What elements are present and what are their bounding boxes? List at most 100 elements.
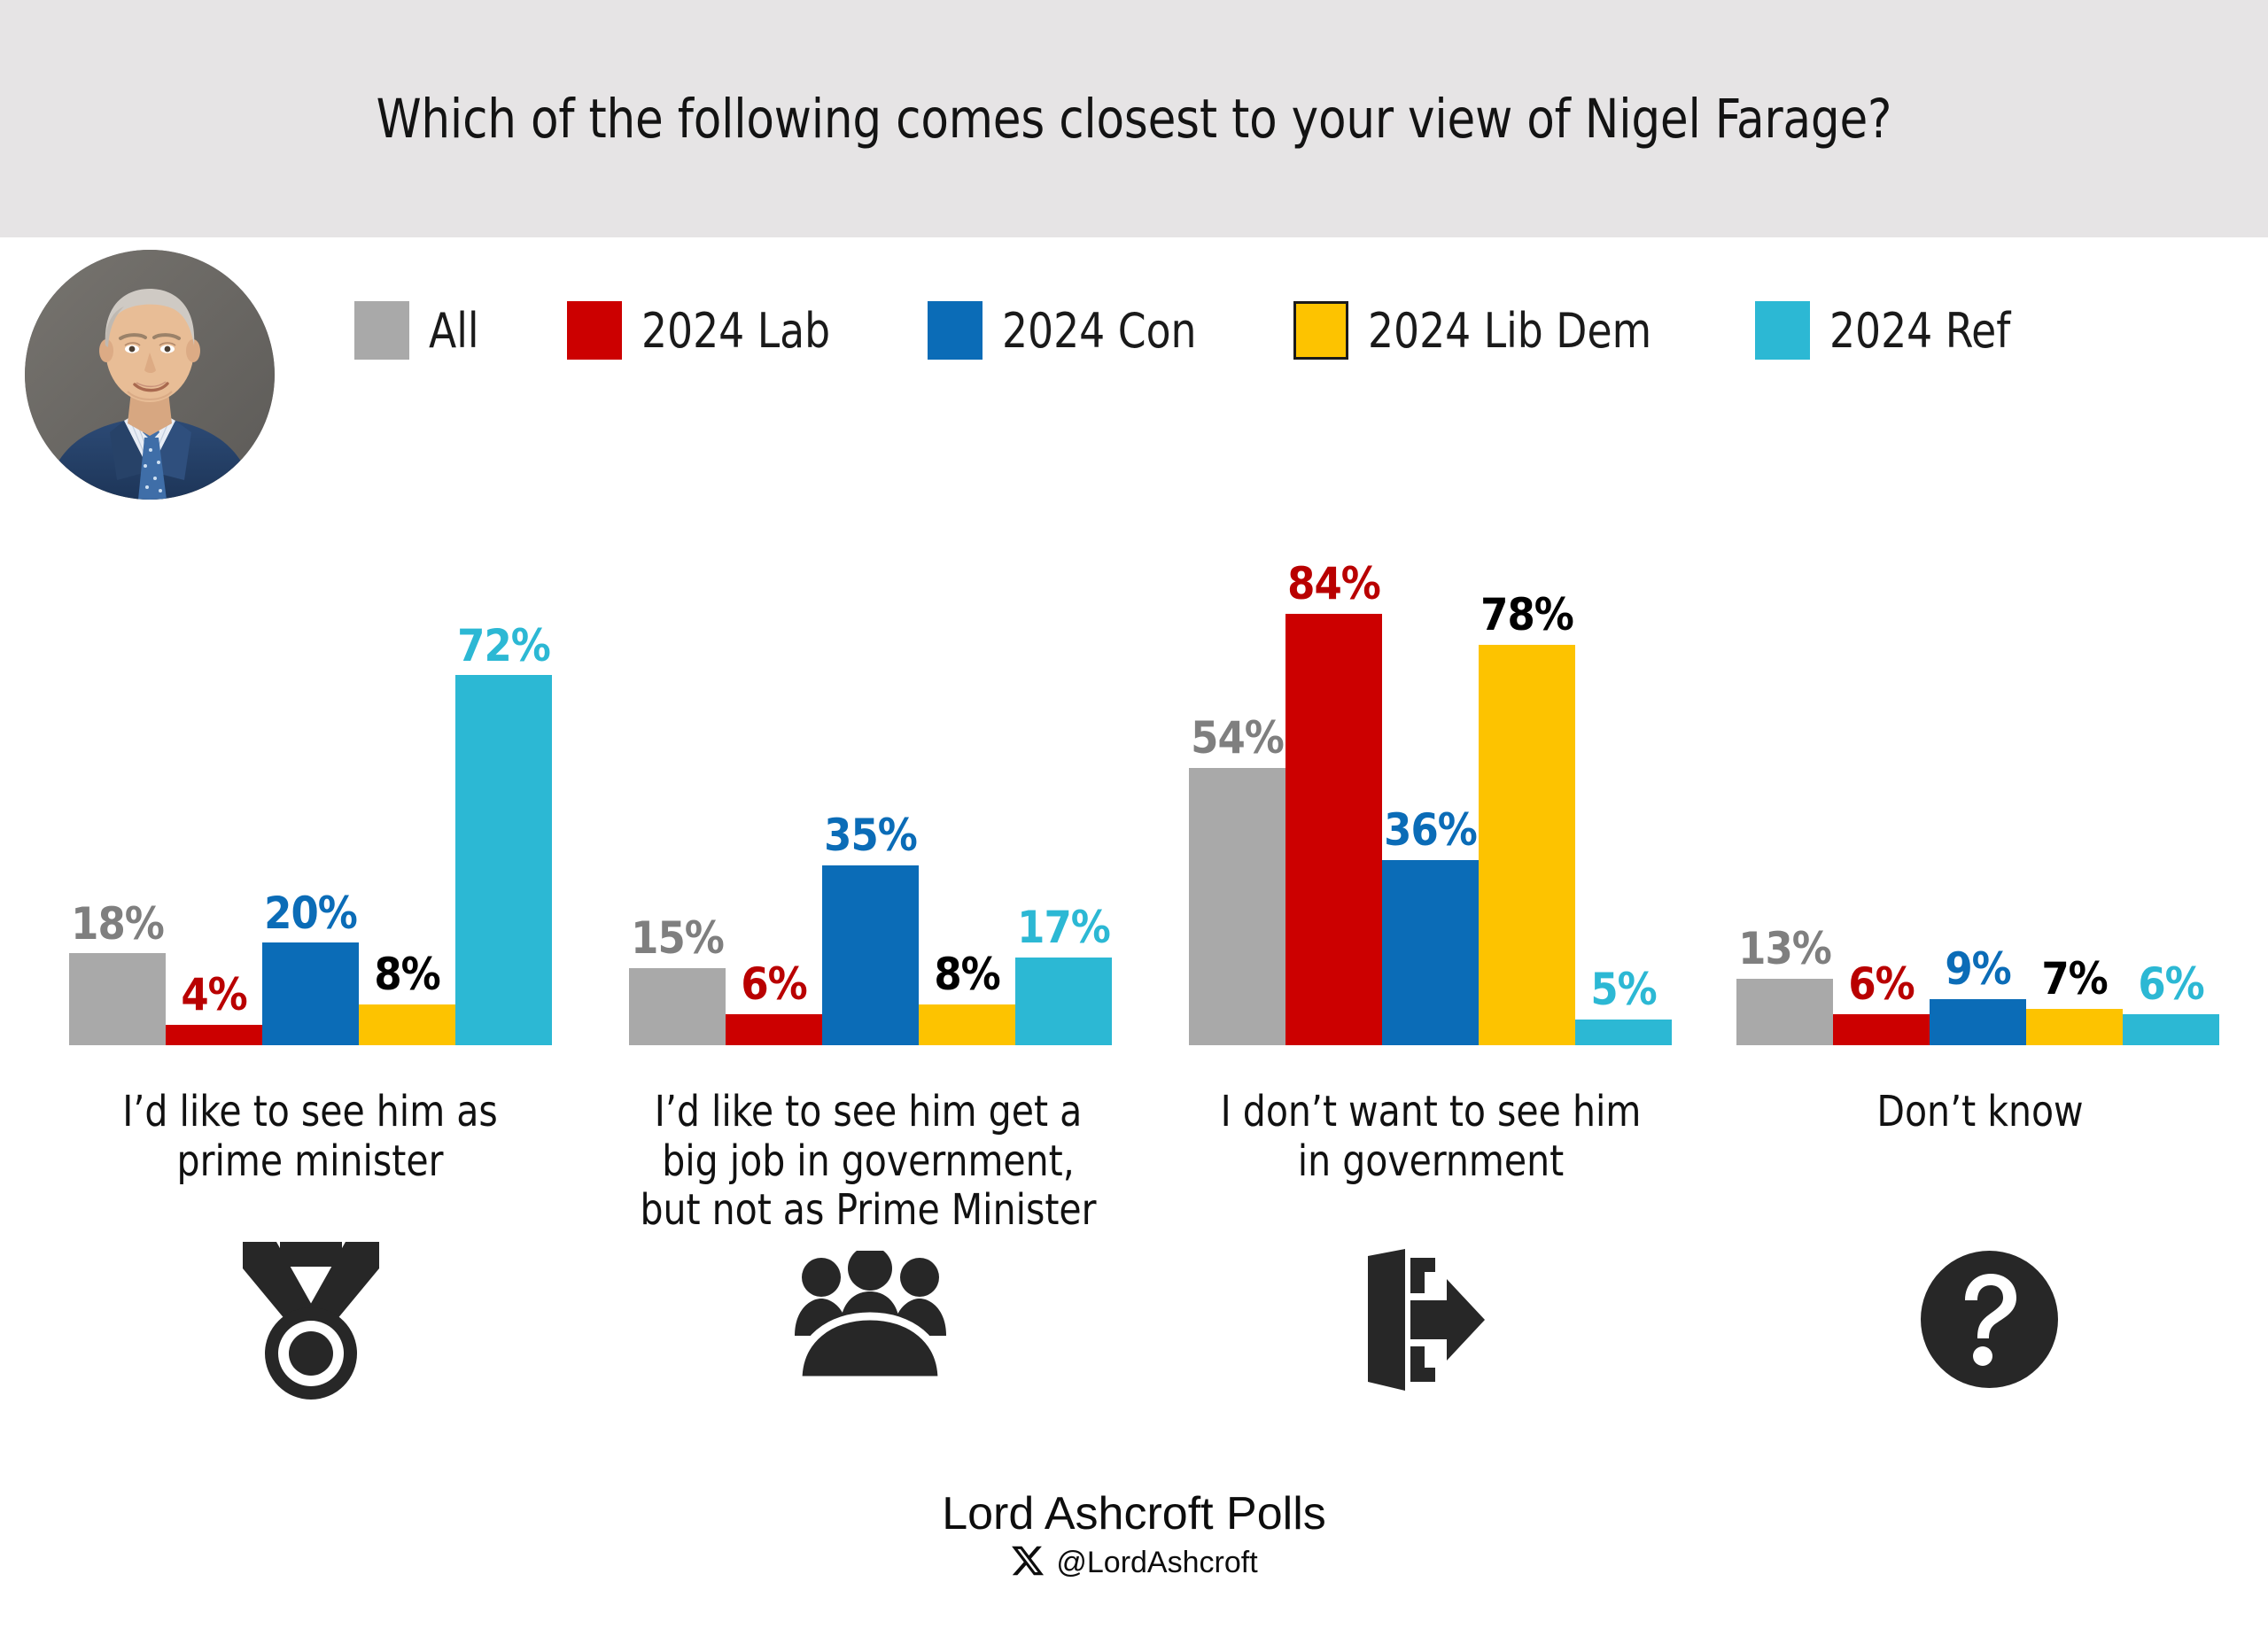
bar-ref[interactable] (2123, 1014, 2219, 1045)
bar-value-label-libdem: 8% (374, 949, 440, 1000)
bar-column-ref[interactable]: 17% (1015, 531, 1112, 1045)
legend-item-lab[interactable]: 2024 Lab (567, 301, 843, 360)
bar-value-label-all: 13% (1738, 923, 1832, 974)
bar-value-label-libdem: 78% (1480, 589, 1574, 640)
category-label-not-in-government: I don’t want to see him in government (1183, 1087, 1680, 1186)
bar-con[interactable] (262, 942, 359, 1045)
bar-lab[interactable] (726, 1014, 822, 1045)
category-label-line: Don’t know (1876, 1087, 2084, 1136)
x-twitter-icon (1010, 1543, 1045, 1583)
social-handle: @LordAshcroft (1056, 1546, 1258, 1580)
bar-all[interactable] (1736, 979, 1833, 1045)
bar-column-ref[interactable]: 6% (2123, 531, 2219, 1045)
bar-value-label-lab: 6% (1848, 958, 1915, 1010)
bar-all[interactable] (1189, 768, 1285, 1045)
bar-lab[interactable] (166, 1025, 262, 1045)
bar-column-con[interactable]: 35% (822, 531, 919, 1045)
bar-group-not-in-government: 54% 84% 36% 78% 5% (1189, 531, 1672, 1045)
bar-lab[interactable] (1833, 1014, 1930, 1045)
bar-column-lab[interactable]: 6% (726, 531, 822, 1045)
bar-column-con[interactable]: 36% (1382, 531, 1479, 1045)
nigel-farage-portrait-image (25, 250, 275, 500)
bar-value-label-con: 20% (264, 888, 358, 939)
bar-chart-plot: 18% 4% 20% 8% 72% 15% (0, 531, 2268, 1045)
social-handle-row[interactable]: @LordAshcroft (0, 1543, 2268, 1583)
bar-column-all[interactable]: 15% (629, 531, 726, 1045)
medal-icon (236, 1238, 386, 1402)
bar-group-big-job: 15% 6% 35% 8% 17% (629, 531, 1112, 1045)
legend-label-ref: 2024 Ref (1829, 302, 2011, 359)
bar-all[interactable] (629, 968, 726, 1045)
category-label-line: but not as Prime Minister (640, 1185, 1097, 1236)
footer: Lord Ashcroft Polls @LordAshcroft (0, 1488, 2268, 1583)
legend-swatch-all (354, 301, 409, 360)
bar-column-ref[interactable]: 5% (1575, 531, 1672, 1045)
bar-group-prime-minister: 18% 4% 20% 8% 72% (69, 531, 552, 1045)
bar-column-libdem[interactable]: 78% (1479, 531, 1575, 1045)
category-label-line: prime minister (176, 1136, 444, 1186)
bar-value-label-ref: 6% (2138, 958, 2204, 1010)
bar-ref[interactable] (455, 675, 552, 1045)
legend-swatch-libdem (1293, 301, 1349, 360)
bar-value-label-con: 35% (824, 810, 918, 861)
group-of-people-icon (793, 1251, 948, 1384)
bar-lab[interactable] (1285, 614, 1382, 1045)
brand-name: Lord Ashcroft Polls (942, 1488, 1326, 1539)
question-mark-circle-icon (1921, 1251, 2058, 1388)
bar-column-ref[interactable]: 72% (455, 531, 552, 1045)
bar-value-label-ref: 5% (1590, 964, 1657, 1015)
bar-column-all[interactable]: 54% (1189, 531, 1285, 1045)
avatar (25, 250, 275, 500)
header-band: Which of the following comes closest to … (0, 0, 2268, 237)
category-label-line: I don’t want to see him (1220, 1087, 1642, 1136)
bar-all[interactable] (69, 953, 166, 1045)
legend-swatch-con (927, 301, 983, 360)
bar-value-label-all: 18% (71, 898, 165, 950)
bar-group-dont-know: 13% 6% 9% 7% 6% (1736, 531, 2219, 1045)
bar-ref[interactable] (1015, 958, 1112, 1045)
legend-label-all: All (429, 302, 479, 359)
bar-libdem[interactable] (1479, 645, 1575, 1045)
bar-column-lab[interactable]: 84% (1285, 531, 1382, 1045)
bar-value-label-ref: 17% (1017, 902, 1111, 953)
bar-ref[interactable] (1575, 1020, 1672, 1045)
bar-value-label-all: 15% (631, 912, 725, 964)
bar-value-label-lab: 84% (1287, 558, 1381, 609)
category-label-big-job: I’d like to see him get a big job in gov… (616, 1087, 1121, 1236)
bar-column-lab[interactable]: 4% (166, 531, 262, 1045)
bar-column-all[interactable]: 18% (69, 531, 166, 1045)
bar-column-con[interactable]: 20% (262, 531, 359, 1045)
legend: All 2024 Lab 2024 Con 2024 Lib Dem 2024 … (354, 292, 2055, 368)
bar-column-con[interactable]: 9% (1930, 531, 2026, 1045)
bar-libdem[interactable] (359, 1004, 455, 1045)
legend-label-libdem: 2024 Lib Dem (1368, 302, 1652, 359)
legend-item-ref[interactable]: 2024 Ref (1754, 301, 2022, 360)
bar-value-label-lab: 6% (741, 958, 807, 1010)
bar-value-label-ref: 72% (457, 620, 551, 671)
bar-value-label-con: 36% (1384, 804, 1478, 856)
legend-swatch-lab (567, 301, 623, 360)
bar-value-label-libdem: 7% (2041, 953, 2108, 1004)
bar-column-libdem[interactable]: 7% (2026, 531, 2123, 1045)
bar-column-all[interactable]: 13% (1736, 531, 1833, 1045)
bar-con[interactable] (1930, 999, 2026, 1045)
legend-item-con[interactable]: 2024 Con (927, 301, 1208, 360)
exit-door-icon (1354, 1249, 1491, 1391)
bar-column-lab[interactable]: 6% (1833, 531, 1930, 1045)
category-label-line: big job in government, (662, 1136, 1075, 1186)
bar-con[interactable] (1382, 860, 1479, 1045)
legend-item-libdem[interactable]: 2024 Lib Dem (1293, 301, 1670, 360)
category-label-line: I’d like to see him as (122, 1087, 498, 1136)
bar-value-label-lab: 4% (181, 969, 247, 1020)
bar-con[interactable] (822, 865, 919, 1045)
bar-libdem[interactable] (2026, 1009, 2123, 1045)
bar-column-libdem[interactable]: 8% (919, 531, 1015, 1045)
bar-value-label-libdem: 8% (934, 949, 1000, 1000)
legend-label-con: 2024 Con (1001, 302, 1197, 359)
bar-column-libdem[interactable]: 8% (359, 531, 455, 1045)
bar-value-label-all: 54% (1191, 712, 1285, 764)
legend-item-all[interactable]: All (354, 301, 482, 360)
category-label-dont-know: Don’t know (1732, 1087, 2229, 1137)
bar-libdem[interactable] (919, 1004, 1015, 1045)
category-label-prime-minister: I’d like to see him as prime minister (62, 1087, 559, 1186)
